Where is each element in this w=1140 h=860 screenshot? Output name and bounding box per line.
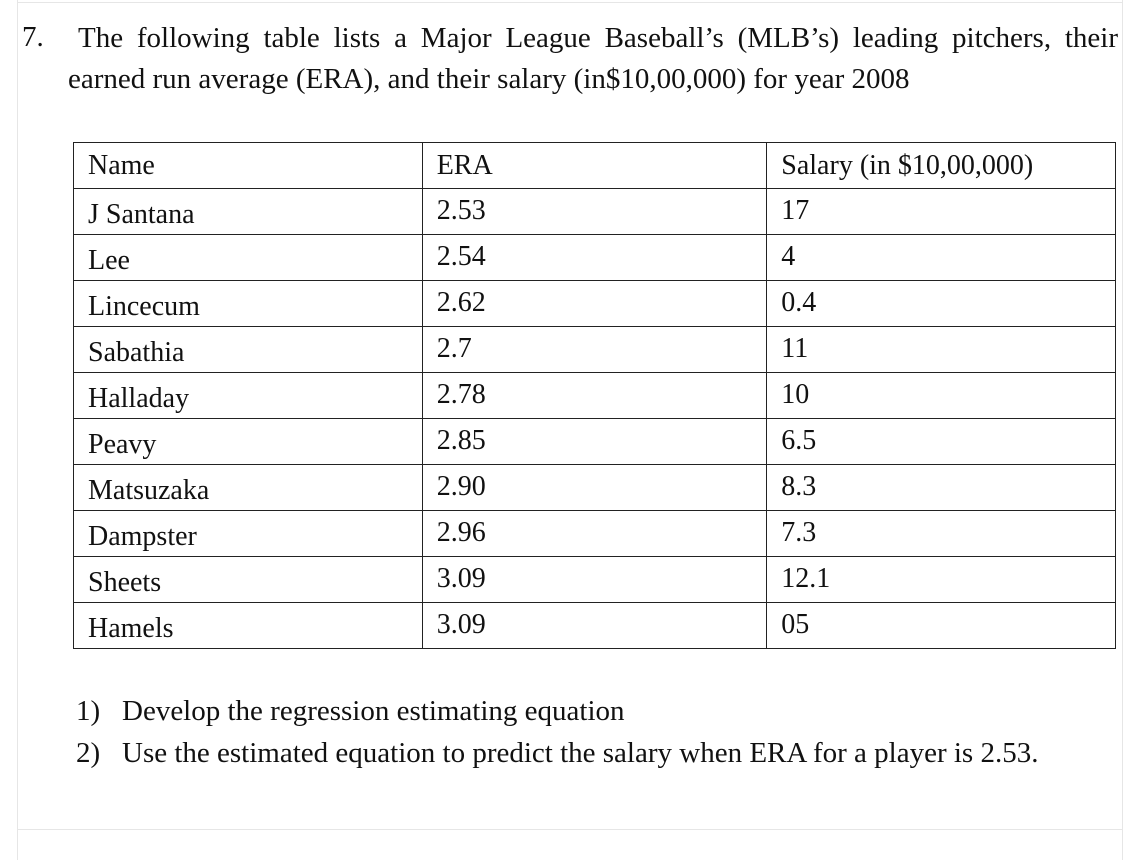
- table-row: Hamels 3.09 05: [73, 602, 1116, 649]
- era-value: 2.7: [421, 326, 768, 373]
- era-value: 2.85: [421, 418, 768, 465]
- salary-value: 0.4: [766, 280, 1116, 327]
- pitcher-name: Hamels: [73, 602, 423, 649]
- salary-value: 7.3: [766, 510, 1116, 557]
- table-row: Halladay 2.78 10: [73, 372, 1116, 419]
- salary-value: 4: [766, 234, 1116, 281]
- table-row: Sabathia 2.7 11: [73, 326, 1116, 373]
- table-row: Dampster 2.96 7.3: [73, 510, 1116, 557]
- pitcher-name: Lee: [73, 234, 423, 281]
- salary-value: 05: [766, 602, 1116, 649]
- salary-value: 8.3: [766, 464, 1116, 511]
- header-era: ERA: [421, 142, 768, 189]
- table-row: Lincecum 2.62 0.4: [73, 280, 1116, 327]
- salary-value: 12.1: [766, 556, 1116, 603]
- table-row: Sheets 3.09 12.1: [73, 556, 1116, 603]
- pitcher-name: Sabathia: [73, 326, 423, 373]
- sub-question-text: Develop the regression estimating equati…: [122, 695, 625, 727]
- pitchers-table: Name ERA Salary (in $10,00,000) J Santan…: [73, 142, 1116, 649]
- bottom-divider: [17, 829, 1123, 830]
- table-row: Matsuzaka 2.90 8.3: [73, 464, 1116, 511]
- pitcher-name: J Santana: [73, 188, 423, 235]
- era-value: 2.90: [421, 464, 768, 511]
- header-salary: Salary (in $10,00,000): [766, 142, 1116, 189]
- pitcher-name: Sheets: [73, 556, 423, 603]
- question-text: The following table lists a Major League…: [68, 22, 1118, 95]
- salary-value: 6.5: [766, 418, 1116, 465]
- salary-value: 11: [766, 326, 1116, 373]
- era-value: 3.09: [421, 602, 768, 649]
- top-divider: [17, 2, 1123, 3]
- era-value: 2.53: [421, 188, 768, 235]
- pitcher-name: Peavy: [73, 418, 423, 465]
- pitcher-name: Lincecum: [73, 280, 423, 327]
- sub-question: 2) Use the estimated equation to predict…: [76, 732, 1118, 774]
- pitcher-name: Dampster: [73, 510, 423, 557]
- header-name: Name: [73, 142, 423, 189]
- table-row: Peavy 2.85 6.5: [73, 418, 1116, 465]
- table-header-row: Name ERA Salary (in $10,00,000): [73, 142, 1116, 189]
- era-value: 3.09: [421, 556, 768, 603]
- pitcher-name: Matsuzaka: [73, 464, 423, 511]
- era-value: 2.54: [421, 234, 768, 281]
- pitcher-name: Halladay: [73, 372, 423, 419]
- sub-question-number: 1): [76, 695, 101, 727]
- sub-question-text: Use the estimated equation to predict th…: [122, 737, 1039, 769]
- era-value: 2.62: [421, 280, 768, 327]
- sub-questions: 1) Develop the regression estimating equ…: [76, 690, 1118, 774]
- table-row: Lee 2.54 4: [73, 234, 1116, 281]
- era-value: 2.96: [421, 510, 768, 557]
- sub-question: 1) Develop the regression estimating equ…: [76, 690, 1118, 732]
- salary-value: 17: [766, 188, 1116, 235]
- sub-question-number: 2): [76, 737, 101, 769]
- page-frame: [17, 0, 1123, 860]
- question-number: 7.: [22, 21, 44, 53]
- era-value: 2.78: [421, 372, 768, 419]
- salary-value: 10: [766, 372, 1116, 419]
- table-row: J Santana 2.53 17: [73, 188, 1116, 235]
